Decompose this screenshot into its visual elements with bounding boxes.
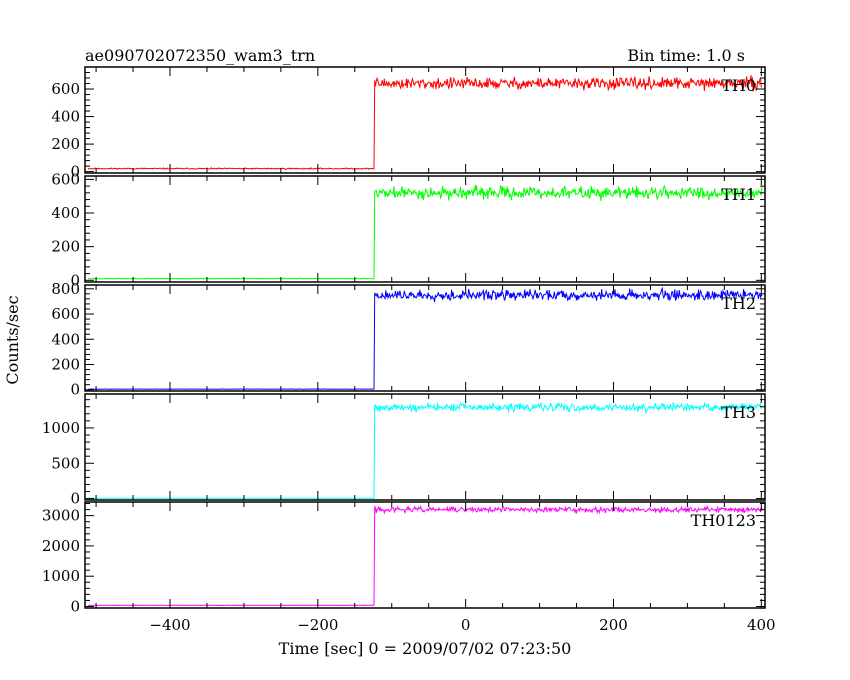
- y-tick-label: 200: [51, 238, 80, 256]
- x-tick-label: 200: [599, 616, 628, 634]
- y-tick-label: 400: [51, 204, 80, 222]
- y-tick-label: 2000: [42, 537, 80, 555]
- panel-frame-th1: [84, 175, 766, 283]
- panels-group: 0 200 400 600 TH0 0 200 400 600 TH1 0 200 400 600 800 T…: [42, 66, 776, 634]
- series-line-th0: [87, 75, 763, 171]
- panel-frame-th3: [84, 393, 766, 501]
- series-line-th0123: [87, 504, 763, 607]
- x-tick-label: −200: [297, 616, 338, 634]
- series-line-th1: [87, 184, 763, 280]
- panel-frame-th0: [84, 66, 766, 174]
- panel-frame-th0123: [84, 501, 766, 609]
- series-line-th3: [87, 401, 763, 499]
- y-tick-label: 400: [51, 330, 80, 348]
- x-tick-label: −400: [149, 616, 190, 634]
- x-tick-label: 400: [747, 616, 776, 634]
- series-label-th0123: TH0123: [691, 511, 756, 530]
- plot-title: ae090702072350_wam3_trn: [85, 46, 315, 65]
- x-tick-label: 0: [461, 616, 471, 634]
- y-tick-label: 1000: [42, 419, 80, 437]
- y-tick-label: 600: [51, 80, 80, 98]
- y-tick-label: 200: [51, 135, 80, 153]
- series-label-th3: TH3: [721, 403, 756, 422]
- y-tick-label: 200: [51, 356, 80, 374]
- series-label-th2: TH2: [721, 294, 756, 313]
- series-line-th2: [87, 286, 763, 390]
- x-axis-label: Time [sec] 0 = 2009/07/02 07:23:50: [279, 639, 572, 658]
- y-tick-label: 500: [51, 454, 80, 472]
- panel-frame-th2: [84, 284, 766, 392]
- y-tick-label: 600: [51, 170, 80, 188]
- y-tick-label: 1000: [42, 567, 80, 585]
- y-tick-label: 0: [70, 597, 80, 615]
- bin-time-label: Bin time: 1.0 s: [627, 46, 745, 65]
- y-tick-label: 0: [70, 381, 80, 399]
- y-tick-label: 0: [70, 271, 80, 289]
- y-axis-label: Counts/sec: [3, 295, 22, 384]
- y-tick-label: 0: [70, 163, 80, 181]
- y-tick-label: 600: [51, 305, 80, 323]
- y-tick-label: 3000: [42, 507, 80, 525]
- y-tick-label: 800: [51, 280, 80, 298]
- y-tick-label: 0: [70, 490, 80, 508]
- series-label-th0: TH0: [721, 76, 756, 95]
- series-label-th1: TH1: [721, 185, 756, 204]
- y-tick-label: 400: [51, 108, 80, 126]
